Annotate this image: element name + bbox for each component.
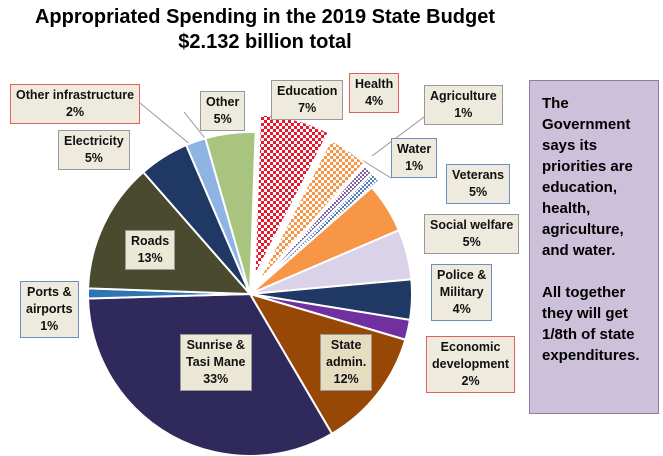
label-ports-airports-line: 1% — [40, 319, 59, 333]
label-state-admin-line: State — [330, 338, 362, 352]
pie-slice-other — [204, 131, 257, 295]
label-police-military: Police & Military 4% — [431, 264, 493, 321]
label-roads-line: Roads — [131, 234, 170, 248]
label-education: Education 7% — [271, 80, 344, 120]
chart-title: Appropriated Spending in the 2019 State … — [34, 6, 496, 28]
label-education-line: 7% — [298, 101, 317, 115]
label-sunrise-tasi-mane-line: Sunrise & — [186, 338, 245, 352]
label-state-admin-line: admin. — [326, 355, 367, 369]
label-health-line: Health — [355, 77, 394, 91]
label-police-military-line: Military — [439, 285, 484, 299]
label-agriculture-line: Agriculture — [430, 89, 497, 103]
label-ports-airports-line: Ports & — [27, 285, 72, 299]
label-veterans-line: 5% — [469, 185, 488, 199]
label-agriculture-line: 1% — [454, 106, 473, 120]
priorities-note: The Government says its priorities are e… — [529, 80, 659, 414]
label-sunrise-tasi-mane-line: Tasi Mane — [186, 355, 246, 369]
note-paragraph-1: The Government says its priorities are e… — [542, 95, 633, 259]
label-social-welfare-line: Social welfare — [430, 218, 514, 232]
label-sunrise-tasi-mane: Sunrise & Tasi Mane 33% — [180, 334, 252, 391]
label-water: Water 1% — [391, 138, 438, 178]
label-other-line: 5% — [213, 112, 232, 126]
chart-subtitle: $2.132 billion total — [178, 31, 352, 53]
label-economic-development-line: development — [432, 357, 510, 371]
label-state-admin: State admin. 12% — [320, 334, 373, 391]
label-social-welfare-line: 5% — [462, 235, 481, 249]
label-electricity-line: 5% — [84, 151, 103, 165]
label-state-admin-line: 12% — [333, 372, 359, 386]
leader-line — [183, 111, 209, 143]
label-health-line: 4% — [365, 94, 384, 108]
label-ports-airports-line: airports — [26, 302, 73, 316]
label-water-line: Water — [397, 142, 432, 156]
label-other: Other 5% — [200, 91, 246, 131]
label-police-military-line: 4% — [452, 302, 471, 316]
leader-line — [361, 159, 392, 179]
label-other-infrastructure: Other infrastructure 2% — [10, 84, 141, 124]
label-other-line: Other — [206, 95, 240, 109]
label-health: Health 4% — [349, 73, 400, 113]
label-roads-line: 13% — [137, 251, 163, 265]
label-economic-development: Economic development 2% — [426, 336, 516, 393]
label-veterans-line: Veterans — [452, 168, 505, 182]
label-agriculture: Agriculture 1% — [424, 85, 503, 125]
note-paragraph-2: All together they will get 1/8th of stat… — [542, 284, 640, 364]
label-other-infrastructure-line: Other infrastructure — [16, 88, 135, 102]
pie-slice-health — [255, 138, 366, 285]
label-electricity: Electricity 5% — [58, 130, 130, 170]
label-veterans: Veterans 5% — [446, 164, 511, 204]
label-social-welfare: Social welfare 5% — [424, 214, 520, 254]
leader-line — [139, 102, 198, 151]
label-other-infrastructure-line: 2% — [66, 105, 85, 119]
label-education-line: Education — [277, 84, 338, 98]
label-ports-airports: Ports & airports 1% — [20, 281, 79, 338]
label-economic-development-line: Economic — [440, 340, 501, 354]
label-roads: Roads 13% — [125, 230, 176, 270]
label-police-military-line: Police & — [437, 268, 487, 282]
label-sunrise-tasi-mane-line: 33% — [203, 372, 229, 386]
label-economic-development-line: 2% — [461, 374, 480, 388]
pie-slice-water — [256, 171, 381, 288]
label-electricity-line: Electricity — [64, 134, 124, 148]
label-water-line: 1% — [405, 159, 424, 173]
